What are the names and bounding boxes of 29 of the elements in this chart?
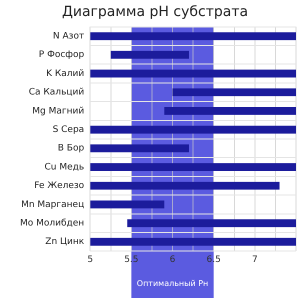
bar [90, 32, 296, 40]
bar [90, 182, 280, 190]
y-tick-label: P Фосфор [38, 50, 84, 60]
bar [90, 70, 296, 78]
bar [127, 219, 296, 228]
band-label: Оптимальный Рн [136, 279, 208, 288]
x-tick-label: 5 [87, 254, 94, 265]
bar [164, 107, 296, 115]
bar [90, 126, 296, 134]
bar [90, 200, 164, 208]
y-tick-label: Ca Кальций [28, 88, 84, 98]
y-tick-label: Zn Цинк [45, 237, 85, 248]
y-tick-label: Mg Магний [32, 106, 84, 116]
y-tick-label: K Калий [46, 68, 84, 79]
x-tick-label: 7 [252, 254, 258, 265]
y-tick-label: Fe Железо [34, 181, 85, 192]
chart-title: Диаграмма pH субстрата [62, 4, 248, 20]
bar [172, 88, 296, 96]
y-tick-label: N Азот [52, 31, 84, 42]
y-tick-label: S Сера [52, 124, 84, 135]
bar [110, 50, 189, 59]
x-tick-label: 6 [170, 254, 176, 265]
y-tick-label: B Бор [58, 144, 84, 154]
y-tick-label: Mo Молибден [20, 218, 84, 228]
bar [90, 163, 296, 171]
bar [90, 144, 189, 152]
y-tick-label: Cu Медь [44, 162, 84, 172]
y-tick-label: Mn Марганец [21, 200, 84, 210]
bar [90, 238, 296, 246]
